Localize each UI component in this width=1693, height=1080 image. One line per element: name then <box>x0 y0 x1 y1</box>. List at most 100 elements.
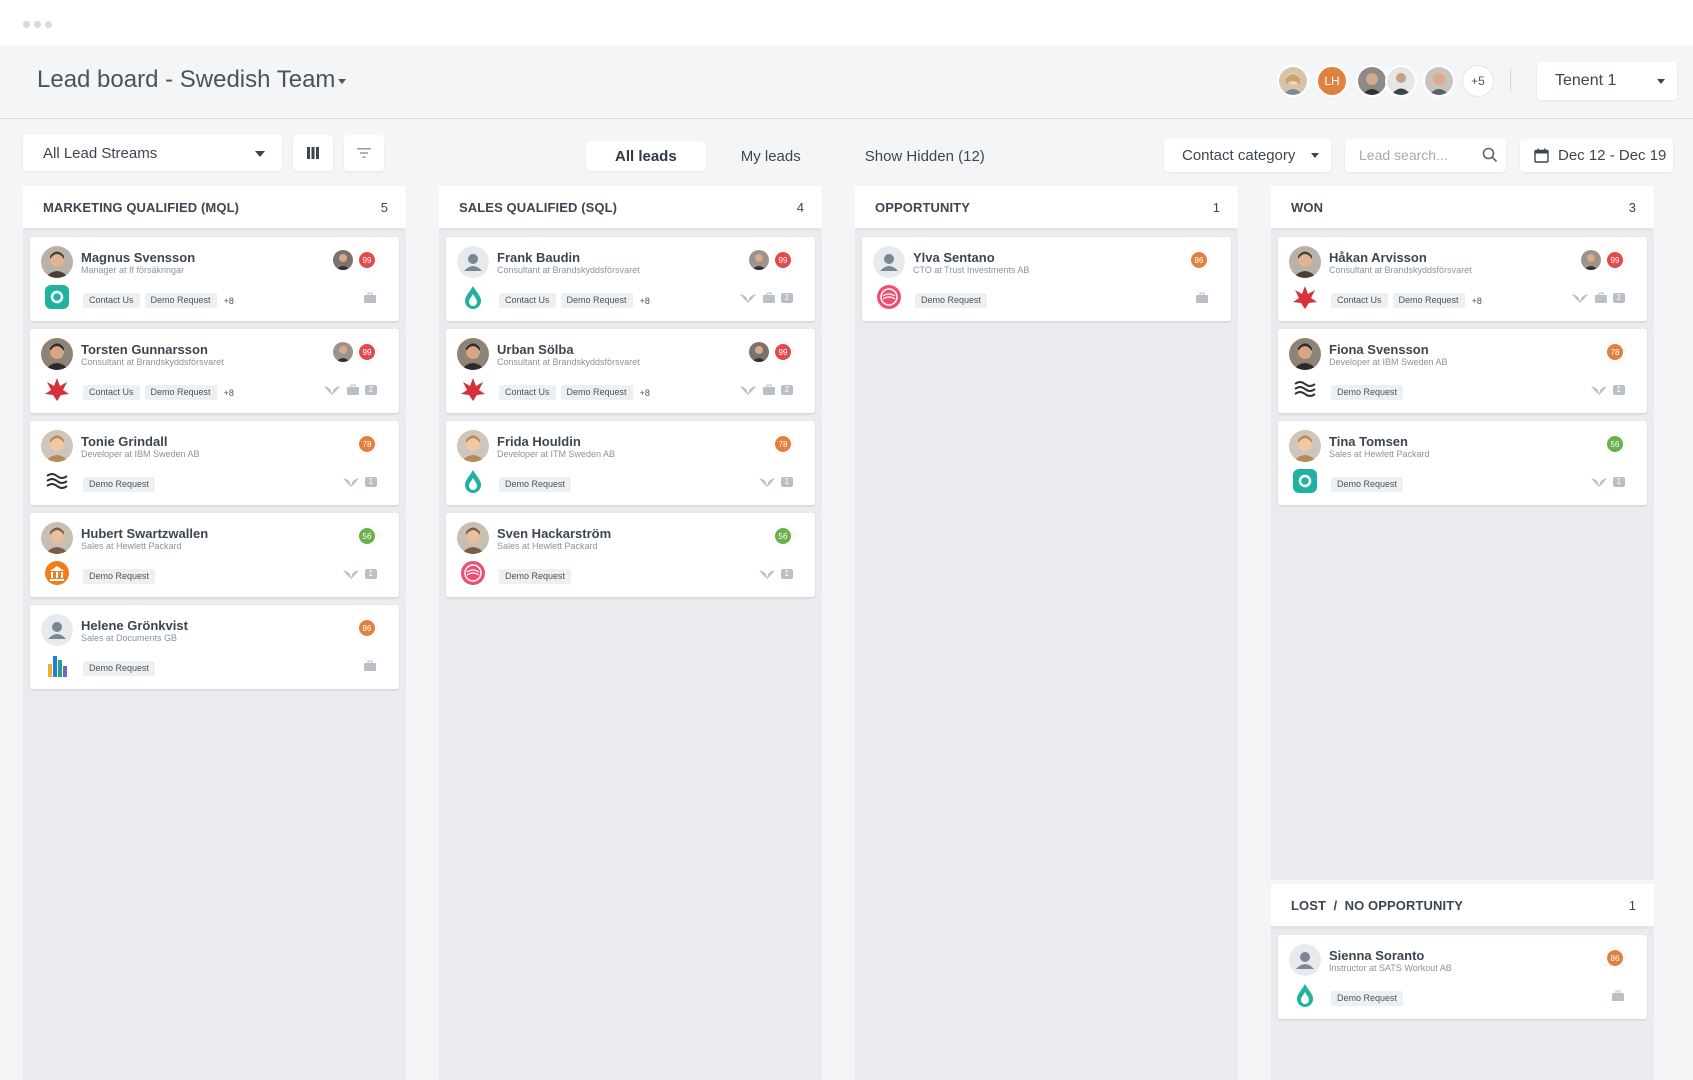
lead-card[interactable]: Torsten Gunnarsson Consultant at Brandsky… <box>30 329 399 413</box>
lead-card[interactable]: Sienna Soranto Instructor at SATS Workout… <box>1278 935 1647 1019</box>
lead-name: Tonie Grindall <box>81 434 168 449</box>
lead-filter-tabs: All leads My leads Show Hidden (12) <box>586 141 1014 171</box>
lead-card[interactable]: Sven Hackarström Sales at Hewlett Packard… <box>446 513 815 597</box>
wings-icon <box>1590 478 1607 487</box>
lead-card[interactable]: Hubert Swartzwallen Sales at Hewlett Pack… <box>30 513 399 597</box>
owner-avatar <box>749 250 769 270</box>
tag[interactable]: Demo Request <box>1331 385 1404 400</box>
tag-list: Contact Us Demo Request +8 <box>1331 293 1482 308</box>
wings-icon <box>739 294 756 303</box>
tag-list: Demo Request <box>499 477 572 492</box>
chevron-down-icon[interactable] <box>338 79 346 84</box>
tag[interactable]: Demo Request <box>144 293 217 308</box>
board-column: MARKETING QUALIFIED (MQL) 5 Magnus Svensso… <box>23 186 406 1080</box>
more-members[interactable]: +5 <box>1462 65 1494 97</box>
lead-role: Sales at Documents GB <box>81 633 178 643</box>
lead-role: CTO at Trust Investments AB <box>913 265 1030 275</box>
score-badge: 56 <box>357 526 377 546</box>
card-list: Frank Baudin Consultant at Brandskyddsför… <box>439 231 822 603</box>
tab-show-hidden[interactable]: Show Hidden (12) <box>864 147 985 165</box>
avatar[interactable] <box>1356 65 1388 97</box>
avatar <box>457 246 489 278</box>
column-header: SALES QUALIFIED (SQL) 4 <box>439 186 822 231</box>
tag[interactable]: Demo Request <box>1331 477 1404 492</box>
tag[interactable]: Demo Request <box>499 477 572 492</box>
count-badge: 2 <box>780 293 793 303</box>
avatar[interactable] <box>1423 65 1455 97</box>
avatar <box>41 522 73 554</box>
avatar[interactable] <box>1385 65 1417 97</box>
tenant-select[interactable]: Tenent 1 <box>1537 62 1677 100</box>
contact-category-select[interactable]: Contact category <box>1164 139 1331 172</box>
avatar-initials[interactable]: LH <box>1316 65 1348 97</box>
avatar <box>41 614 73 646</box>
lead-card[interactable]: Ylva Sentano CTO at Trust Investments AB 8… <box>862 237 1231 321</box>
lead-card[interactable]: Urban Sölba Consultant at Brandskyddsförs… <box>446 329 815 413</box>
lead-role: Developer at IBM Sweden AB <box>1329 357 1448 367</box>
column-count: 4 <box>796 199 804 215</box>
avatar <box>41 430 73 462</box>
lead-role: Developer at ITM Sweden AB <box>497 449 616 459</box>
lead-card[interactable]: Magnus Svensson Manager at If försäkringa… <box>30 237 399 321</box>
tab-my-leads[interactable]: My leads <box>740 147 801 165</box>
avatar[interactable] <box>1277 65 1309 97</box>
date-range-picker[interactable]: Dec 12 - Dec 19 <box>1520 139 1673 172</box>
board-view-button[interactable] <box>293 135 333 171</box>
card-icons <box>363 292 377 304</box>
lead-card[interactable]: Frank Baudin Consultant at Brandskyddsför… <box>446 237 815 321</box>
column-title: LOST / NO OPPORTUNITY <box>1291 897 1464 913</box>
more-tags[interactable]: +8 <box>223 387 234 398</box>
board-column: OPPORTUNITY 1 Ylva Sentano CTO at Trust Inv… <box>855 186 1238 1080</box>
more-tags[interactable]: +8 <box>1471 295 1482 306</box>
tag[interactable]: Contact Us <box>1331 293 1388 308</box>
lead-stream-select[interactable]: All Lead Streams <box>23 135 282 171</box>
tag[interactable]: Demo Request <box>915 293 988 308</box>
tag[interactable]: Demo Request <box>560 385 633 400</box>
tag[interactable]: Demo Request <box>83 477 156 492</box>
lead-card[interactable]: Tina Tomsen Sales at Hewlett Packard 56 Dem… <box>1278 421 1647 505</box>
more-tags[interactable]: +8 <box>639 387 650 398</box>
search-input[interactable] <box>1359 147 1477 163</box>
filter-button[interactable] <box>344 135 384 171</box>
team-avatars[interactable]: LH +5 <box>1277 64 1497 98</box>
red-flame-logo <box>1291 283 1319 311</box>
score-badge: 56 <box>1605 434 1625 454</box>
chevron-down-icon <box>1311 153 1319 158</box>
tag[interactable]: Contact Us <box>83 293 140 308</box>
board-column: SALES QUALIFIED (SQL) 4 Frank Baudin Consul… <box>439 186 822 1080</box>
lead-name: Fiona Svensson <box>1329 342 1429 357</box>
lead-card[interactable]: Helene Grönkvist Sales at Documents GB 86 D… <box>30 605 399 689</box>
teal-drop-logo <box>459 467 487 495</box>
card-icons: 2 <box>739 292 793 304</box>
tag[interactable]: Contact Us <box>499 293 556 308</box>
lead-card[interactable]: Frida Houldin Developer at ITM Sweden AB 7… <box>446 421 815 505</box>
column-count: 3 <box>1628 199 1636 215</box>
tag[interactable]: Demo Request <box>499 569 572 584</box>
more-tags[interactable]: +8 <box>223 295 234 306</box>
tag[interactable]: Demo Request <box>560 293 633 308</box>
lead-card[interactable]: Håkan Arvisson Consultant at Brandskyddsf… <box>1278 237 1647 321</box>
tag-list: Demo Request <box>1331 477 1404 492</box>
wings-icon <box>1590 386 1607 395</box>
count-badge: 1 <box>780 477 793 487</box>
tag[interactable]: Contact Us <box>499 385 556 400</box>
count-badge: 1 <box>1612 477 1625 487</box>
tag[interactable]: Demo Request <box>83 569 156 584</box>
tab-all-leads[interactable]: All leads <box>586 141 706 171</box>
owner-avatar <box>333 250 353 270</box>
column-count: 1 <box>1628 897 1636 913</box>
tag[interactable]: Demo Request <box>1392 293 1465 308</box>
score-badge: 99 <box>357 342 377 362</box>
tag[interactable]: Demo Request <box>144 385 217 400</box>
tag[interactable]: Contact Us <box>83 385 140 400</box>
column-title: WON <box>1291 199 1324 215</box>
tag[interactable]: Demo Request <box>83 661 156 676</box>
lead-card[interactable]: Tonie Grindall Developer at IBM Sweden AB… <box>30 421 399 505</box>
tag[interactable]: Demo Request <box>1331 991 1404 1006</box>
more-tags[interactable]: +8 <box>639 295 650 306</box>
briefcase-icon <box>762 384 775 395</box>
lead-name: Hubert Swartzwallen <box>81 526 209 541</box>
column-count: 5 <box>380 199 388 215</box>
lead-card[interactable]: Fiona Svensson Developer at IBM Sweden AB… <box>1278 329 1647 413</box>
search-icon[interactable] <box>1482 147 1498 163</box>
